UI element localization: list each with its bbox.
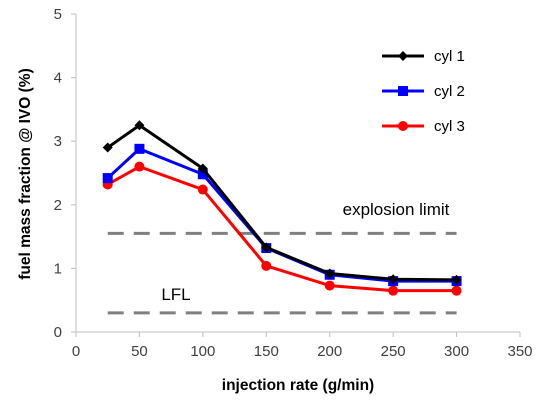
- data-point-marker: [134, 143, 145, 154]
- y-tick-label: 5: [54, 6, 62, 23]
- data-point-marker: [197, 163, 208, 174]
- legend-label: cyl 2: [434, 83, 465, 100]
- reference-lines: explosion limit LFL: [107, 200, 457, 315]
- x-tick-label: 150: [254, 343, 279, 360]
- series-line: [106, 165, 457, 293]
- legend-item: cyl 1: [382, 48, 465, 65]
- legend: cyl 1 cyl 2 cyl 3: [382, 48, 465, 135]
- x-tick-label: 250: [381, 343, 406, 360]
- x-tick-label: 300: [444, 343, 469, 360]
- y-tick-label: 1: [54, 260, 62, 277]
- x-tick-label: 200: [317, 343, 342, 360]
- data-point-marker: [388, 274, 399, 285]
- data-point-marker: [102, 142, 113, 153]
- data-point-marker: [398, 121, 408, 131]
- x-axis-title: injection rate (g/min): [222, 377, 374, 394]
- x-tick-label: 50: [131, 343, 148, 360]
- data-point-marker: [261, 242, 272, 253]
- data-point-marker: [102, 173, 113, 184]
- series-layer: [102, 120, 462, 296]
- series-cyl-3: [102, 161, 462, 296]
- reference-line-label: explosion limit: [343, 200, 450, 219]
- data-point-marker: [261, 260, 272, 271]
- data-point-marker: [324, 280, 335, 291]
- legend-item: cyl 2: [382, 83, 465, 100]
- data-point-marker: [134, 120, 145, 131]
- data-point-marker: [197, 169, 208, 180]
- data-point-marker: [197, 184, 208, 195]
- y-tick-label: 2: [54, 197, 62, 214]
- reference-line-label: LFL: [161, 285, 190, 304]
- legend-item: cyl 3: [382, 118, 465, 135]
- data-point-marker: [398, 51, 408, 61]
- data-point-marker: [451, 274, 462, 285]
- y-tick-label: 3: [54, 133, 62, 150]
- legend-label: cyl 1: [434, 48, 465, 65]
- data-point-marker: [388, 285, 399, 296]
- x-tick-label: 350: [507, 343, 532, 360]
- x-tick-label: 100: [190, 343, 215, 360]
- data-point-marker: [398, 86, 408, 96]
- axes: 0 50 100 150 200 250 300 350 0 1 2 3 4 5: [54, 6, 533, 360]
- y-tick-label: 4: [54, 70, 62, 87]
- y-axis-title: fuel mass fraction @ IVO (%): [17, 68, 34, 280]
- y-tick-label: 0: [54, 324, 62, 341]
- data-point-marker: [134, 161, 145, 172]
- x-tick-label: 0: [72, 343, 80, 360]
- data-point-marker: [324, 268, 335, 279]
- legend-label: cyl 3: [434, 118, 465, 135]
- data-point-marker: [451, 285, 462, 296]
- series-cyl-1: [102, 120, 462, 285]
